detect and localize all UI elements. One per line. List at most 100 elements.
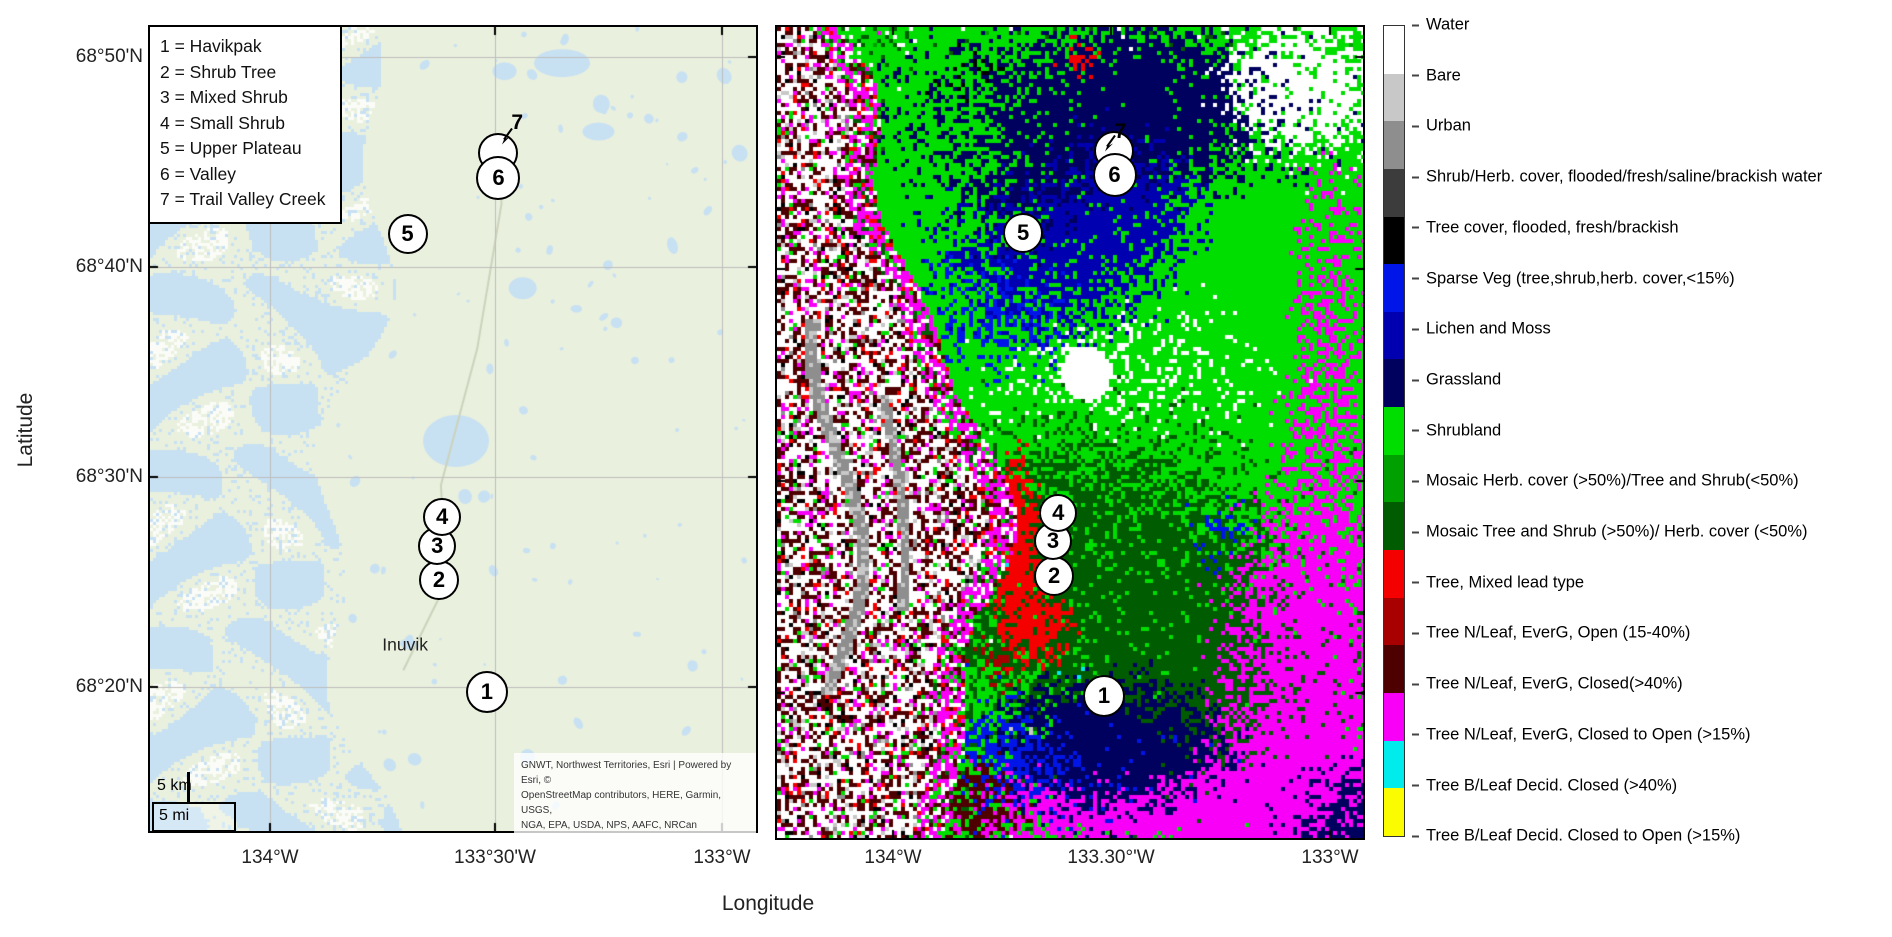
- legend-tick-dash: [1412, 379, 1419, 382]
- legend-label-row: Lichen and Moss: [1412, 320, 1551, 339]
- site-marker-7-arrow-icon: [497, 126, 515, 151]
- site-legend-line: 5 = Upper Plateau: [160, 138, 302, 158]
- map-attribution: GNWT, Northwest Territories, Esri | Powe…: [514, 753, 756, 838]
- y-axis-title: Latitude: [14, 392, 37, 468]
- site-marker-1: 1: [1082, 675, 1125, 718]
- attribution-line: GNWT, Northwest Territories, Esri | Powe…: [521, 760, 732, 786]
- colorbar-segment-tree-mixed: [1384, 550, 1404, 598]
- legend-class-label: Grassland: [1426, 370, 1502, 389]
- colorbar-segment-tree-n: [1384, 692, 1404, 741]
- legend-class-label: Tree, Mixed lead type: [1426, 573, 1585, 592]
- colorbar-segment-tree-b: [1384, 740, 1404, 789]
- site-marker-4: 4: [423, 498, 462, 537]
- legend-label-row: Tree N/Leaf, EverG, Open (15-40%): [1412, 624, 1690, 643]
- lat-tick-label: 68°30'N: [75, 466, 143, 487]
- legend-label-row: Tree B/Leaf Decid. Closed (>40%): [1412, 776, 1677, 795]
- site-marker-7-label: 7: [1114, 120, 1127, 144]
- site-legend-line: 2 = Shrub Tree: [160, 61, 277, 82]
- site-marker-7-arrow-icon: [1100, 134, 1118, 159]
- site-legend-line: 7 = Trail Valley Creek: [160, 189, 326, 209]
- colorbar-segment-grassland: [1384, 359, 1404, 408]
- lon-tick-label: 133°W: [693, 847, 751, 868]
- city-label-inuvik: Inuvik: [382, 634, 428, 655]
- site-legend-line: 4 = Small Shrub: [160, 112, 285, 133]
- legend-label-row: Grassland: [1412, 370, 1501, 389]
- site-marker-5: 5: [387, 213, 428, 254]
- scale-bar: 5 km 5 mi: [152, 772, 236, 832]
- legend-tick-dash: [1412, 733, 1419, 736]
- legend-tick-dash: [1412, 24, 1419, 27]
- legend-tick-dash: [1412, 480, 1419, 483]
- legend-label-row: Mosaic Tree and Shrub (>50%)/ Herb. cove…: [1412, 523, 1808, 542]
- legend-class-label: Tree N/Leaf, EverG, Open (15-40%): [1426, 623, 1691, 642]
- site-marker-6: 6: [1092, 153, 1137, 198]
- legend-class-label: Tree N/Leaf, EverG, Closed to Open (>15%…: [1426, 725, 1751, 744]
- colorbar-segment-tree-b: [1384, 788, 1404, 836]
- legend-tick-dash: [1412, 632, 1419, 635]
- scale-km-label: 5 km: [157, 777, 192, 794]
- colorbar-segment-mosaic-tree: [1384, 502, 1404, 551]
- legend-label-row: Bare: [1412, 66, 1461, 85]
- scale-bar-km: 5 km: [152, 772, 236, 802]
- legend-tick-dash: [1412, 74, 1419, 77]
- legend-class-label: Water: [1426, 15, 1470, 34]
- landcover-colorbar: [1383, 25, 1405, 837]
- colorbar-segment-mosaic-herb: [1384, 454, 1404, 503]
- site-marker-1: 1: [465, 670, 508, 713]
- site-marker-4: 4: [1039, 493, 1078, 532]
- colorbar-segment-sparse-veg: [1384, 264, 1404, 312]
- colorbar-segment-shrub-herb: [1384, 168, 1404, 217]
- lon-tick-label: 134°W: [241, 847, 299, 868]
- legend-tick-dash: [1412, 531, 1419, 534]
- legend-label-row: Urban: [1412, 117, 1471, 136]
- legend-tick-dash: [1412, 125, 1419, 128]
- legend-tick-dash: [1412, 784, 1419, 787]
- site-legend-box: 1 = Havikpak 2 = Shrub Tree 3 = Mixed Shru…: [150, 27, 342, 224]
- legend-tick-dash: [1412, 581, 1419, 584]
- legend-class-label: Shrub/Herb. cover, flooded/fresh/saline/…: [1426, 167, 1823, 186]
- legend-class-label: Lichen and Moss: [1426, 319, 1551, 338]
- legend-tick-dash: [1412, 226, 1419, 229]
- legend-label-row: Mosaic Herb. cover (>50%)/Tree and Shrub…: [1412, 472, 1799, 491]
- legend-class-label: Tree B/Leaf Decid. Closed to Open (>15%): [1426, 826, 1741, 845]
- legend-label-row: Sparse Veg (tree,shrub,herb. cover,<15%): [1412, 269, 1735, 288]
- legend-tick-dash: [1412, 328, 1419, 331]
- legend-label-row: Water: [1412, 16, 1469, 35]
- landcover-canvas: [777, 27, 1363, 838]
- legend-label-row: Shrubland: [1412, 421, 1501, 440]
- colorbar-segment-tree-n: [1384, 597, 1404, 646]
- legend-tick-dash: [1412, 429, 1419, 432]
- legend-label-row: Tree N/Leaf, EverG, Closed to Open (>15%…: [1412, 725, 1751, 744]
- legend-class-label: Shrubland: [1426, 421, 1502, 440]
- site-marker-2: 2: [419, 560, 460, 601]
- legend-class-label: Mosaic Tree and Shrub (>50%)/ Herb. cove…: [1426, 522, 1808, 541]
- legend-class-label: Sparse Veg (tree,shrub,herb. cover,<15%): [1426, 269, 1735, 287]
- colorbar-segment-urban: [1384, 121, 1404, 169]
- colorbar-segment-tree-cover: [1384, 216, 1404, 265]
- legend-class-label: Tree N/Leaf, EverG, Closed(>40%): [1426, 674, 1683, 693]
- colorbar-segment-bare: [1384, 73, 1404, 122]
- site-marker-5: 5: [1003, 212, 1044, 253]
- site-marker-2: 2: [1034, 556, 1075, 597]
- legend-class-label: Tree cover, flooded, fresh/brackish: [1426, 218, 1679, 237]
- colorbar-segment-water: [1384, 26, 1404, 74]
- lon-tick-label: 133°W: [1301, 847, 1359, 868]
- legend-label-row: Tree B/Leaf Decid. Closed to Open (>15%): [1412, 827, 1740, 846]
- colorbar-segment-tree-n: [1384, 645, 1404, 693]
- scale-km-tick: [187, 772, 190, 802]
- legend-class-label: Urban: [1426, 116, 1471, 135]
- legend-label-row: Tree cover, flooded, fresh/brackish: [1412, 218, 1679, 237]
- legend-tick-dash: [1412, 683, 1419, 686]
- scale-mi-label: 5 mi: [159, 807, 190, 824]
- colorbar-segment-lichen-and: [1384, 311, 1404, 360]
- site-legend-line: 3 = Mixed Shrub: [160, 87, 288, 107]
- basemap-panel: 1 = Havikpak 2 = Shrub Tree 3 = Mixed Shru…: [148, 25, 758, 838]
- attribution-line: NGA, EPA, USDA, NPS, AAFC, NRCan: [521, 820, 697, 831]
- site-marker-6: 6: [476, 156, 521, 201]
- x-axis-title: Longitude: [721, 892, 815, 915]
- lat-tick-label: 68°20'N: [75, 676, 143, 697]
- legend-tick-dash: [1412, 835, 1419, 838]
- lon-tick-label: 133.30°'W: [1067, 847, 1155, 868]
